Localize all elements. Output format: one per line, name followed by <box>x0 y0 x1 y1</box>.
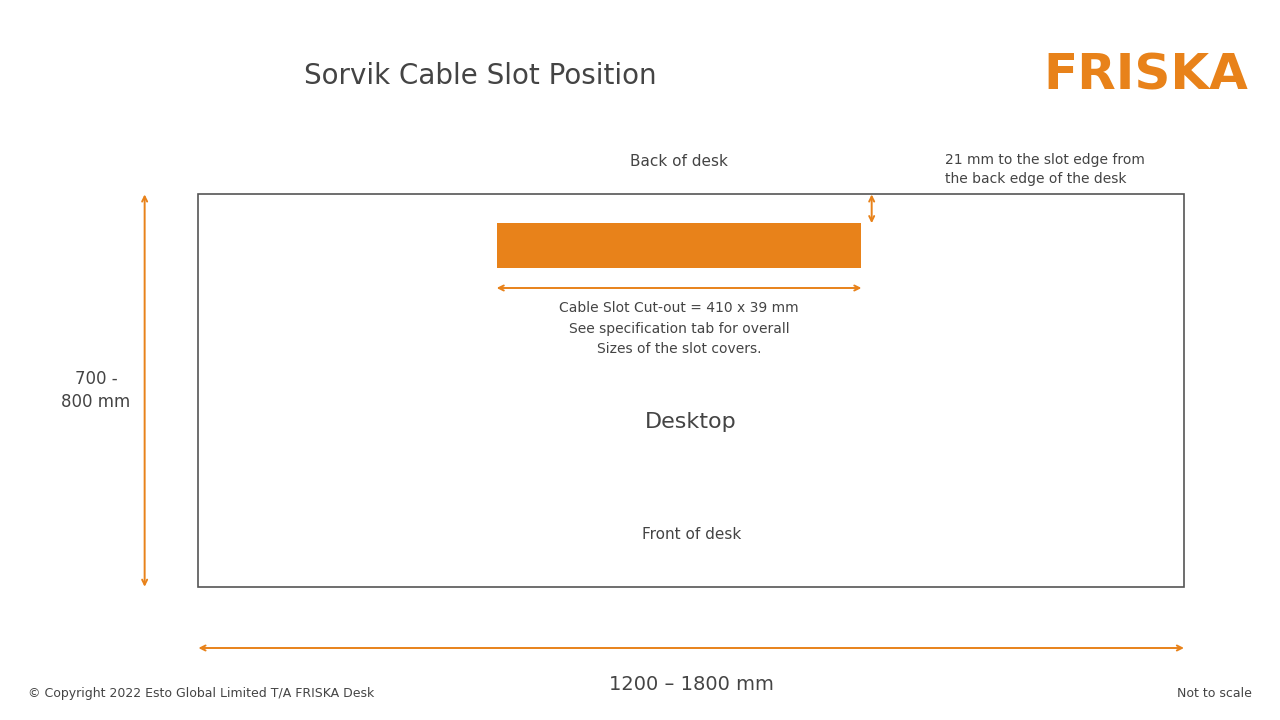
Text: Sorvik Cable Slot Position: Sorvik Cable Slot Position <box>303 62 657 89</box>
Text: © Copyright 2022 Esto Global Limited T/A FRISKA Desk: © Copyright 2022 Esto Global Limited T/A… <box>28 687 375 700</box>
Text: Not to scale: Not to scale <box>1178 687 1252 700</box>
Text: Back of desk: Back of desk <box>630 154 728 169</box>
Text: FRISKA: FRISKA <box>1043 52 1248 99</box>
Text: Desktop: Desktop <box>645 412 737 432</box>
Bar <box>198 194 1184 587</box>
Text: Front of desk: Front of desk <box>641 527 741 542</box>
Text: 700 -
800 mm: 700 - 800 mm <box>61 370 131 411</box>
Text: Cable Slot Cut-out = 410 x 39 mm
See specification tab for overall
Sizes of the : Cable Slot Cut-out = 410 x 39 mm See spe… <box>559 301 799 356</box>
Text: 1200 – 1800 mm: 1200 – 1800 mm <box>609 675 773 694</box>
Bar <box>497 223 861 268</box>
Text: 21 mm to the slot edge from
the back edge of the desk: 21 mm to the slot edge from the back edg… <box>945 153 1144 186</box>
